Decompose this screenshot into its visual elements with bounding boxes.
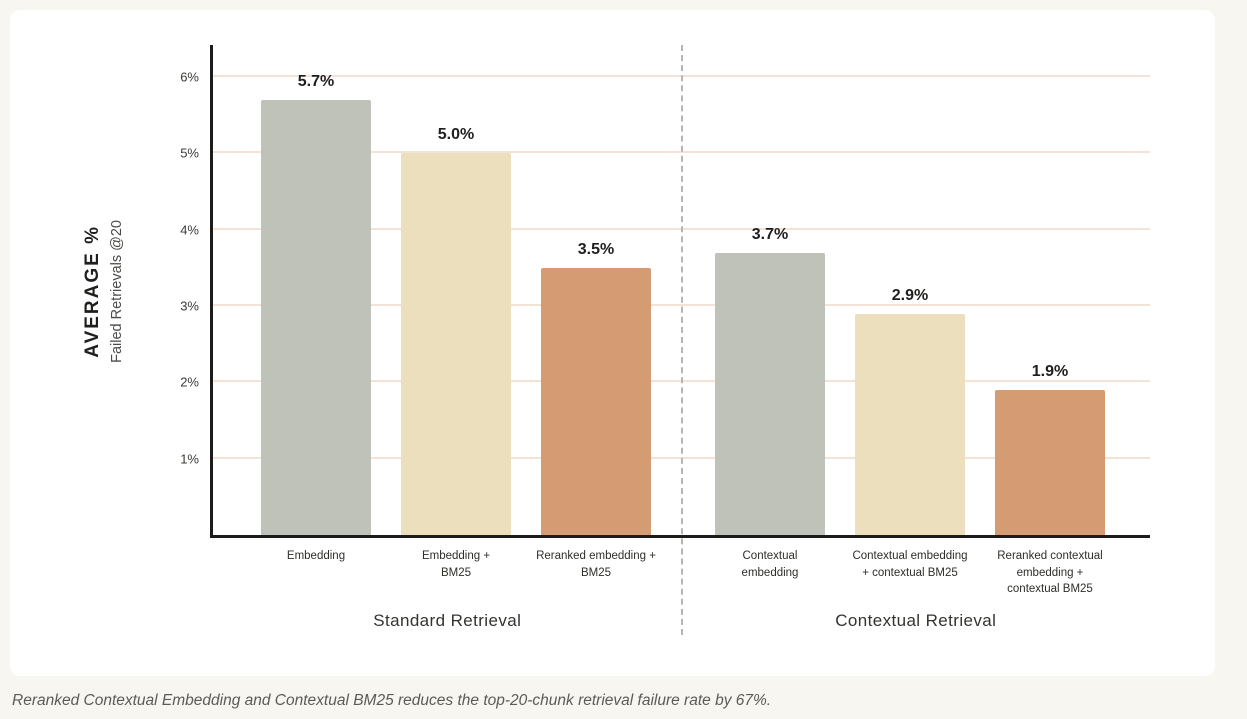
bar-category-label: Embedding + BM25 bbox=[421, 550, 491, 579]
bar bbox=[401, 153, 511, 535]
bar-column: 3.7% Contextual embedding bbox=[715, 45, 825, 579]
bar-value-label: 1.9% bbox=[1031, 363, 1069, 380]
y-axis-sublabel: Failed Retrievals @20 bbox=[109, 220, 125, 363]
bar bbox=[261, 99, 371, 535]
group-labels: Standard Retrieval Contextual Retrieval bbox=[213, 611, 1150, 631]
bar-column: 2.9% Contextual embedding + contextual BM2… bbox=[852, 45, 967, 579]
y-axis-title: AVERAGE % Failed Retrievals @20 bbox=[82, 45, 125, 538]
bar bbox=[715, 252, 825, 535]
bar-category-label: Embedding bbox=[286, 550, 346, 562]
bar-category-label: Reranked embedding + BM25 bbox=[536, 550, 656, 579]
y-tick-label: 1% bbox=[180, 451, 199, 467]
bar bbox=[541, 267, 651, 535]
bar-value-label: 5.0% bbox=[437, 126, 475, 144]
bar bbox=[995, 390, 1105, 535]
y-tick-label: 6% bbox=[180, 69, 199, 85]
bar-category-label: Contextual embedding + contextual BM25 bbox=[852, 550, 968, 579]
bar-category-label: Reranked contextual embedding + contextual… bbox=[997, 550, 1103, 596]
y-tick-label: 3% bbox=[180, 298, 199, 314]
y-tick-label: 4% bbox=[180, 222, 199, 238]
group-label-contextual: Contextual Retrieval bbox=[835, 611, 997, 630]
bar-value-label: 5.7% bbox=[297, 72, 335, 90]
chart: AVERAGE % Failed Retrievals @20 1% 2% 3% 4%… bbox=[10, 10, 1215, 676]
y-tick-label: 5% bbox=[180, 145, 199, 161]
plot-area: 1% 2% 3% 4% 5% 6% 5.7% Embedding 5.0% Embedding … bbox=[180, 45, 1150, 635]
bar-value-label: 2.9% bbox=[891, 286, 929, 304]
bar-column: 5.7% Embedding bbox=[261, 45, 371, 562]
caption: Reranked Contextual Embedding and Contex… bbox=[12, 692, 772, 709]
chart-card: AVERAGE % Failed Retrievals @20 1% 2% 3% 4%… bbox=[10, 10, 1215, 676]
bars: 5.7% Embedding 5.0% Embedding + BM25 3.5% Rera… bbox=[213, 45, 1150, 595]
bar-value-label: 3.7% bbox=[751, 225, 789, 243]
bar-column: 3.5% Reranked embedding + BM25 bbox=[536, 45, 656, 579]
group-divider bbox=[680, 45, 683, 635]
bar-column: 1.9% Reranked contextual embedding + contex… bbox=[995, 45, 1105, 595]
group-label-standard: Standard Retrieval bbox=[373, 611, 522, 630]
y-tick-label: 2% bbox=[180, 374, 199, 390]
bar-value-label: 3.5% bbox=[577, 240, 615, 258]
bar-column: 5.0% Embedding + BM25 bbox=[401, 45, 511, 579]
bar-category-label: Contextual embedding bbox=[741, 550, 799, 579]
bar bbox=[855, 313, 965, 535]
y-axis-label: AVERAGE % bbox=[82, 225, 103, 358]
